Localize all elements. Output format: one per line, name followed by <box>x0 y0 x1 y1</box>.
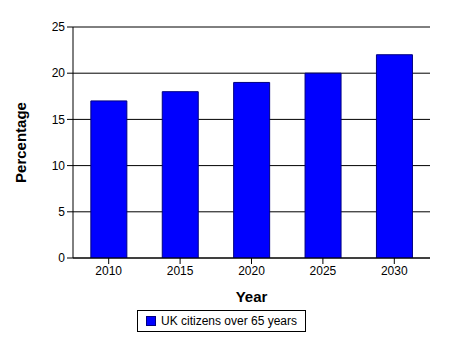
svg-text:0: 0 <box>58 251 65 265</box>
svg-text:20: 20 <box>52 66 66 80</box>
svg-text:5: 5 <box>58 205 65 219</box>
svg-text:15: 15 <box>52 113 66 127</box>
svg-text:2020: 2020 <box>238 264 265 278</box>
html-text:UK citizens over 65 years: UK citizens over 65 years <box>161 314 297 328</box>
svg-text:10: 10 <box>52 159 66 173</box>
svg-text:2010: 2010 <box>95 264 122 278</box>
svg-text:25: 25 <box>52 20 66 34</box>
svg-text:2030: 2030 <box>381 264 408 278</box>
svg-text:Percentage: Percentage <box>12 102 29 183</box>
svg-text:2025: 2025 <box>310 264 337 278</box>
svg-text:Year: Year <box>236 288 268 305</box>
svg-text:2015: 2015 <box>167 264 194 278</box>
